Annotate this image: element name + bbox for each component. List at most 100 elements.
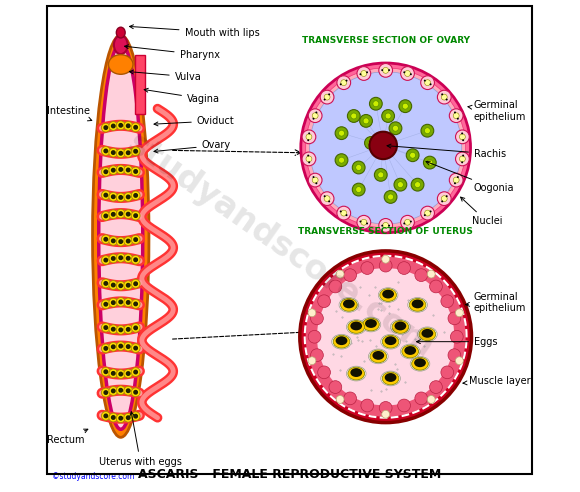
Circle shape [124,369,133,378]
Circle shape [131,279,140,288]
Circle shape [126,123,130,128]
Circle shape [397,182,403,187]
Circle shape [340,83,342,85]
Circle shape [111,300,116,305]
Circle shape [361,70,367,76]
Circle shape [385,113,391,119]
Circle shape [318,366,331,379]
Ellipse shape [382,372,399,385]
Circle shape [424,80,426,82]
Text: Muscle layer: Muscle layer [463,376,531,386]
Circle shape [424,214,426,216]
Circle shape [306,156,312,162]
Circle shape [462,154,464,156]
Circle shape [324,98,325,100]
Ellipse shape [108,55,133,74]
Circle shape [118,167,123,172]
Circle shape [454,183,456,184]
Circle shape [324,195,325,197]
Circle shape [352,161,365,174]
Circle shape [457,176,459,178]
Circle shape [124,149,133,157]
Circle shape [302,130,316,144]
Circle shape [117,121,125,130]
Circle shape [341,80,347,86]
Circle shape [309,109,322,123]
Circle shape [111,150,116,155]
Circle shape [124,165,133,174]
Circle shape [126,344,130,349]
Circle shape [111,168,116,173]
Circle shape [126,415,130,420]
Ellipse shape [368,349,388,364]
Ellipse shape [361,317,380,332]
Text: Rachis: Rachis [387,144,506,159]
Circle shape [124,192,133,201]
Ellipse shape [385,373,397,382]
Circle shape [109,325,118,334]
Circle shape [124,210,133,218]
Text: Eggs: Eggs [416,337,498,347]
Circle shape [133,302,138,307]
Circle shape [133,169,138,174]
Circle shape [328,200,330,202]
Ellipse shape [370,350,387,363]
Circle shape [306,134,312,140]
Circle shape [118,239,123,244]
Circle shape [357,215,371,229]
Circle shape [117,281,125,290]
Circle shape [133,414,138,419]
Circle shape [441,200,443,202]
Circle shape [379,63,393,77]
Circle shape [425,80,430,86]
Ellipse shape [350,368,362,377]
Circle shape [457,118,459,120]
Circle shape [118,283,123,288]
Circle shape [445,98,448,100]
Circle shape [103,258,108,263]
Circle shape [118,123,123,128]
Ellipse shape [412,300,423,308]
Circle shape [415,392,427,405]
Circle shape [111,239,116,244]
Circle shape [126,327,130,332]
Circle shape [300,251,472,423]
Circle shape [126,239,130,244]
Text: Germinal
epithelium: Germinal epithelium [468,100,527,122]
Circle shape [131,255,140,264]
Ellipse shape [339,298,358,312]
Circle shape [131,147,140,155]
Circle shape [131,211,140,220]
Circle shape [441,295,454,308]
Circle shape [316,112,317,114]
Circle shape [462,139,464,141]
Circle shape [318,295,331,308]
Ellipse shape [350,322,362,331]
Circle shape [124,325,133,334]
Circle shape [133,213,138,218]
Ellipse shape [409,299,426,311]
Circle shape [430,83,432,85]
Ellipse shape [346,366,366,381]
Text: studyandscore.com: studyandscore.com [121,127,440,365]
Circle shape [111,194,116,199]
Circle shape [455,357,463,365]
Circle shape [313,176,314,178]
Circle shape [382,410,390,418]
Circle shape [103,237,108,242]
Circle shape [455,309,463,317]
Circle shape [307,139,309,141]
Circle shape [118,195,123,200]
Circle shape [324,94,330,100]
Ellipse shape [340,299,357,311]
Circle shape [312,177,318,183]
Circle shape [378,172,384,178]
Circle shape [383,67,389,73]
Circle shape [316,183,317,184]
Circle shape [329,280,342,293]
Circle shape [346,80,347,82]
Circle shape [361,219,367,225]
Circle shape [102,323,110,332]
Ellipse shape [346,320,366,334]
Text: Germinal
epithelium: Germinal epithelium [466,292,527,313]
